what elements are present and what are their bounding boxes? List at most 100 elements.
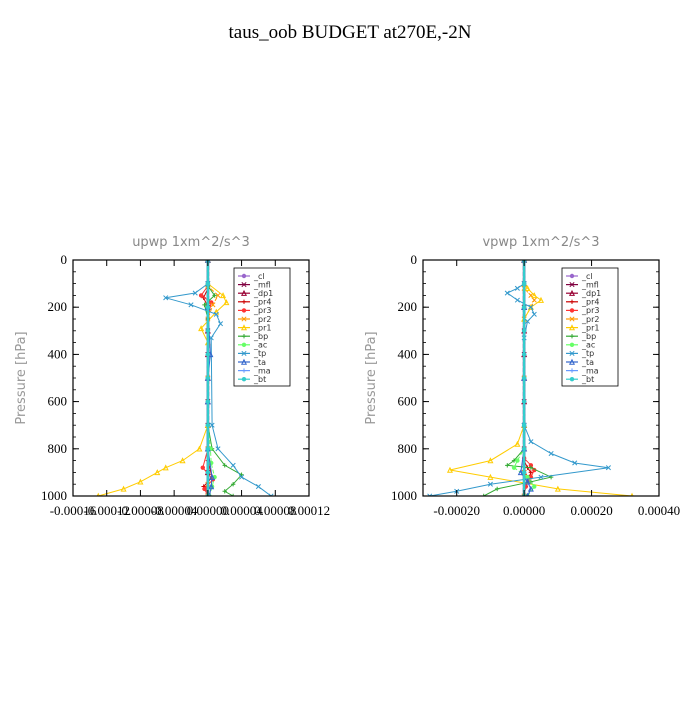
y-tick-label: 600 [48, 394, 68, 409]
legend-label: _bp [253, 332, 268, 341]
series-point-bt [521, 352, 527, 357]
legend-label: _bt [253, 375, 266, 384]
legend-marker [241, 282, 247, 288]
series-point-pr1 [446, 466, 453, 473]
legend-marker [241, 368, 247, 373]
series-point-tp [487, 481, 493, 487]
legend-label: _pr3 [253, 306, 271, 315]
series-point-bt [521, 375, 527, 381]
series-point-bt [205, 470, 211, 475]
series-point-tp [188, 302, 194, 308]
legend-marker [569, 368, 575, 373]
chart-panel-1: upwp 1xm^2/s^3 Pressure [hPa] 0 200 400 600 80… [14, 235, 330, 518]
series-point-bt [521, 399, 527, 404]
series-point-pr1 [514, 440, 521, 447]
series-point-tp [504, 290, 510, 296]
series-point-bp [222, 489, 227, 494]
series-point-tp [163, 295, 169, 301]
y-tick-label: 600 [398, 394, 418, 409]
series-point-bt [521, 328, 527, 333]
series-point-pr1 [537, 296, 545, 303]
series-point-pr1 [196, 445, 203, 452]
x-tick-label: 0.00000 [187, 503, 229, 518]
series-point-tp [524, 318, 531, 324]
legend-label: _dp1 [581, 289, 601, 298]
legend-label: _pr4 [253, 298, 271, 307]
series-point-tp [531, 311, 537, 317]
legend-marker [241, 316, 247, 322]
legend-label: _bp [581, 332, 596, 341]
series-point-tp [514, 285, 520, 291]
x-tick-label: 0.00004 [220, 503, 263, 518]
x-tick-label: -0.00008 [117, 503, 164, 518]
series-point-pr1 [179, 457, 186, 464]
legend-marker [569, 316, 575, 322]
y-tick-label: 200 [48, 299, 68, 314]
series-point-bp [212, 293, 217, 298]
series-point-bt [521, 470, 527, 475]
series-point-bt [205, 375, 211, 381]
legend-marker [569, 273, 575, 279]
series-point-pr1 [137, 478, 144, 485]
legend-marker [241, 308, 247, 313]
y-axis-label: Pressure [hPa] [364, 331, 379, 424]
series-point-tp [528, 439, 534, 445]
series-point-bt [205, 305, 211, 310]
series-point-tp [239, 474, 245, 480]
legend-marker [240, 324, 248, 331]
series-point-bp [528, 465, 534, 470]
legend-label: _ta [581, 358, 594, 367]
y-tick-label: 800 [48, 441, 68, 456]
series-point-tp [538, 474, 544, 480]
plot-area [96, 260, 274, 496]
series-point-tp [192, 290, 198, 296]
y-tick-label: 0 [61, 252, 68, 267]
series-point-bp [505, 463, 510, 468]
series-point-ta [524, 478, 531, 485]
series-point-pr1 [120, 485, 127, 492]
series-point-pr3 [202, 486, 207, 492]
series-point-tp [528, 304, 534, 310]
series-point-bt [205, 399, 211, 404]
legend-label: _dp1 [253, 289, 273, 298]
series-point-bp [230, 482, 236, 487]
panel-title: vpwp 1xm^2/s^3 [482, 235, 599, 250]
legend-label: _tp [253, 349, 266, 358]
legend-label: _bt [581, 375, 594, 384]
series-point-tp [605, 465, 611, 471]
x-tick-label: 0.00020 [570, 503, 612, 518]
series-point-tp [572, 460, 578, 466]
series-point-bt [521, 281, 527, 286]
series-point-pr1 [487, 457, 494, 464]
series-point-tp [268, 493, 274, 496]
series-point-bt [205, 352, 211, 357]
series-point-bt [521, 305, 527, 310]
y-tick-label: 400 [398, 346, 418, 361]
legend-marker [241, 299, 247, 304]
series-point-tp [548, 450, 554, 457]
legend-marker [568, 324, 576, 331]
series-point-bt [205, 281, 211, 286]
series-point-pr3 [200, 465, 205, 470]
legend-marker [241, 377, 247, 382]
series-line-ac [513, 260, 535, 496]
series-point-pr1 [162, 464, 169, 471]
x-tick-label: -0.00012 [83, 503, 130, 518]
series-point-bt [205, 328, 211, 333]
y-tick-label: 200 [398, 299, 418, 314]
series-point-tp [215, 446, 221, 452]
series-point-bt [205, 446, 211, 451]
chart-panel-2: vpwp 1xm^2/s^3 Pressure [hPa] 0 200 400 600 80… [364, 235, 680, 518]
series-point-ta [517, 469, 524, 476]
legend-label: _pr2 [581, 315, 599, 324]
legend-label: _ma [253, 366, 271, 375]
x-tick-label: -0.00020 [433, 503, 480, 518]
x-tick-label: -0.00004 [151, 503, 198, 518]
legend-marker [241, 334, 247, 339]
legend-label: _ta [253, 358, 266, 367]
series-point-ac [532, 484, 537, 489]
legend-label: _pr3 [581, 306, 599, 315]
legend-marker [240, 289, 248, 296]
x-tick-label: 0.00040 [638, 503, 680, 518]
legend-label: _ac [581, 341, 595, 350]
